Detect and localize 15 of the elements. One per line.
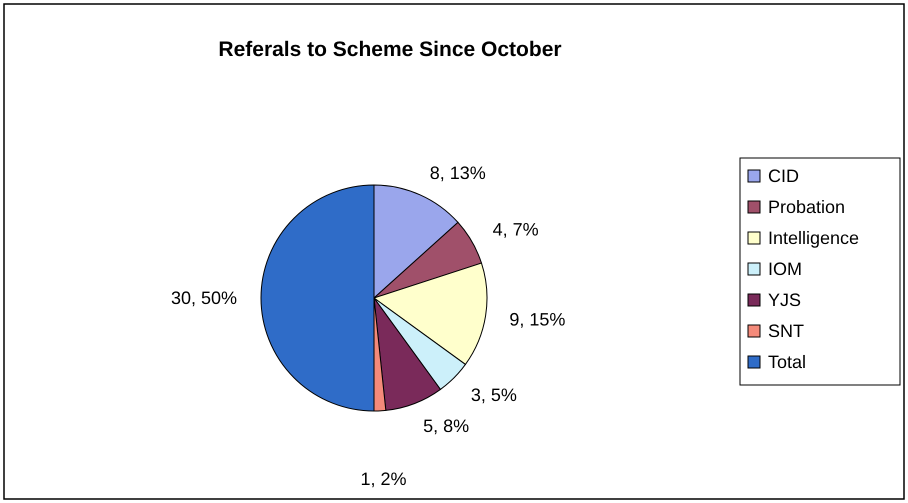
data-label: 3, 5% (470, 384, 517, 405)
data-label: 8, 13% (430, 162, 486, 183)
legend-label: YJS (768, 290, 802, 310)
legend-label: Total (768, 352, 806, 372)
legend-label: CID (768, 166, 799, 186)
data-label: 4, 7% (492, 220, 539, 240)
data-label: 5, 8% (423, 416, 470, 436)
legend-label: SNT (768, 321, 804, 341)
legend-label: Probation (768, 197, 846, 217)
legend-label: IOM (768, 259, 802, 279)
data-label: 30, 50% (170, 288, 237, 308)
data-label: 9, 15% (509, 309, 566, 330)
data-label: 1, 2% (360, 468, 406, 489)
chart-title: Referals to Scheme Since October (218, 38, 562, 61)
legend-label: Intelligence (768, 228, 860, 248)
